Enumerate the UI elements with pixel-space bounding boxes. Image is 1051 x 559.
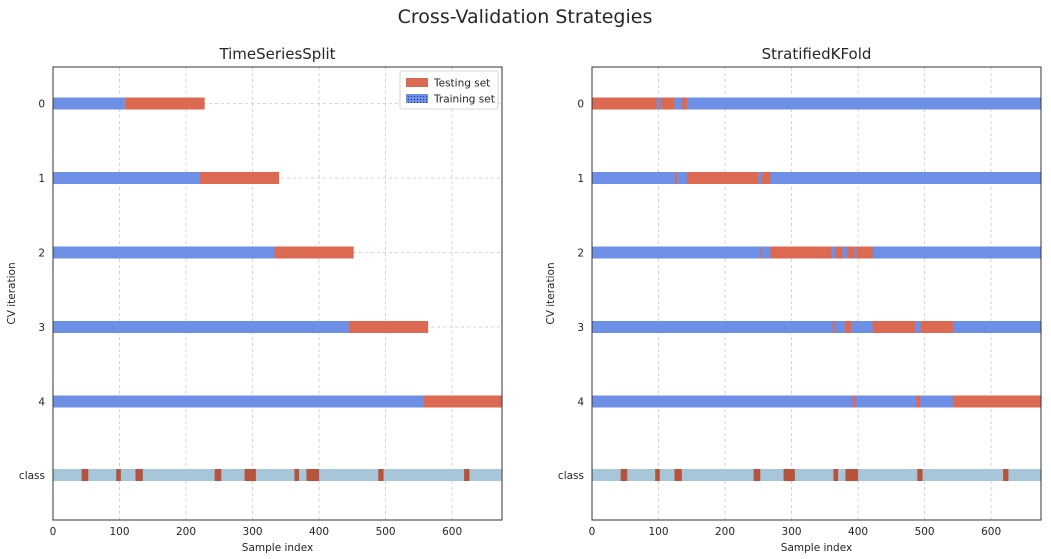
testing-segment <box>920 321 954 333</box>
testing-segment <box>592 97 658 110</box>
class-minority-segment <box>620 469 628 481</box>
testing-segment <box>675 172 678 184</box>
training-segment <box>592 321 1041 333</box>
testing-segment <box>200 172 280 184</box>
panel-title: TimeSeriesSplit <box>218 45 335 63</box>
testing-segment <box>687 172 759 184</box>
y-tick-label: 2 <box>38 248 45 260</box>
x-tick-label: 0 <box>50 526 57 538</box>
class-majority-bar <box>592 469 1041 481</box>
x-tick-label: 0 <box>589 526 596 538</box>
testing-segment <box>953 395 1041 408</box>
y-axis-label: CV iteration <box>6 262 18 324</box>
class-minority-segment <box>655 469 660 481</box>
x-tick-label: 600 <box>981 526 1001 538</box>
figure-title: Cross-Validation Strategies <box>398 6 653 28</box>
testing-segment <box>852 395 856 408</box>
testing-segment <box>681 97 688 110</box>
testing-segment <box>835 246 843 259</box>
training-segment <box>53 172 201 184</box>
testing-segment <box>760 246 762 259</box>
x-tick-label: 400 <box>848 526 868 538</box>
x-tick-label: 200 <box>715 526 735 538</box>
class-minority-segment <box>783 469 795 481</box>
training-segment <box>53 321 350 333</box>
class-minority-segment <box>244 469 256 481</box>
class-minority-segment <box>833 469 839 481</box>
legend-entry-label: Testing set <box>433 78 490 90</box>
x-tick-label: 100 <box>648 526 668 538</box>
testing-segment <box>872 321 916 333</box>
x-axis-label: Sample index <box>242 542 313 554</box>
class-minority-segment <box>135 469 143 481</box>
class-minority-segment <box>464 469 470 481</box>
y-tick-label: 0 <box>38 99 45 111</box>
y-tick-label: class <box>19 470 45 482</box>
y-axis-label: CV iteration <box>545 262 557 324</box>
class-minority-segment <box>917 469 923 481</box>
y-tick-label: class <box>558 470 584 482</box>
class-majority-bar <box>53 469 502 481</box>
class-minority-segment <box>294 469 300 481</box>
y-tick-label: 1 <box>577 173 584 185</box>
panel-title: StratifiedKFold <box>762 45 872 63</box>
testing-segment <box>124 97 205 110</box>
class-minority-segment <box>81 469 89 481</box>
training-segment <box>53 97 125 110</box>
testing-segment <box>660 97 675 110</box>
legend-swatch-training <box>406 94 428 103</box>
x-axis-label: Sample index <box>781 542 852 554</box>
testing-segment <box>770 246 832 259</box>
training-segment <box>53 246 275 259</box>
x-tick-label: 300 <box>243 526 263 538</box>
testing-segment <box>832 321 835 333</box>
class-minority-segment <box>306 469 320 481</box>
testing-segment <box>761 172 771 184</box>
class-minority-segment <box>753 469 761 481</box>
x-tick-label: 400 <box>309 526 329 538</box>
class-minority-segment <box>674 469 682 481</box>
y-tick-label: 2 <box>577 248 584 260</box>
class-minority-segment <box>116 469 121 481</box>
testing-segment <box>844 321 852 333</box>
x-tick-label: 600 <box>442 526 462 538</box>
training-segment <box>592 395 1041 408</box>
legend-entry-label: Training set <box>433 94 495 106</box>
x-tick-label: 500 <box>376 526 396 538</box>
testing-segment <box>847 246 855 259</box>
y-tick-label: 4 <box>38 397 45 409</box>
class-minority-segment <box>214 469 222 481</box>
testing-segment <box>856 246 873 259</box>
class-minority-segment <box>845 469 859 481</box>
x-tick-label: 100 <box>109 526 129 538</box>
training-segment <box>592 97 1041 110</box>
y-tick-label: 4 <box>577 397 584 409</box>
axes-frame <box>52 66 503 521</box>
training-segment <box>53 395 424 408</box>
y-tick-label: 3 <box>38 322 45 334</box>
class-minority-segment <box>378 469 384 481</box>
y-tick-label: 0 <box>577 99 584 111</box>
legend-swatch-testing <box>406 78 428 87</box>
y-tick-label: 3 <box>577 322 584 334</box>
testing-segment <box>274 246 354 259</box>
y-tick-label: 1 <box>38 173 45 185</box>
testing-segment <box>349 321 429 333</box>
panel-1: 0 100 200 300 400 500 600 0 1 2 3 4 class TimeSeriesS… <box>6 45 503 554</box>
panels: 0 100 200 300 400 500 60001234classTimeSeriesS… <box>6 45 1042 554</box>
class-minority-segment <box>1003 469 1009 481</box>
testing-segment <box>423 395 502 408</box>
panel-2: 0 100 200 300 400 500 600 0 1 2 3 4 class StratifiedK… <box>545 45 1042 554</box>
axes-frame <box>591 66 1042 521</box>
x-tick-label: 200 <box>176 526 196 538</box>
testing-segment <box>915 395 920 408</box>
training-segment <box>592 172 1041 184</box>
x-tick-label: 500 <box>915 526 935 538</box>
x-tick-label: 300 <box>782 526 802 538</box>
